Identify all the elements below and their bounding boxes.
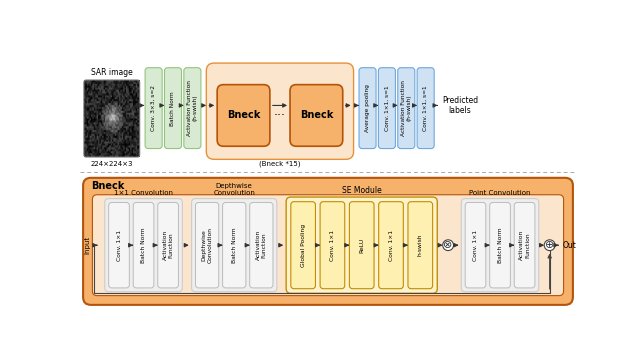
Text: Activation
Function: Activation Function bbox=[163, 230, 173, 260]
Text: Bneck: Bneck bbox=[300, 110, 333, 120]
Text: Bneck: Bneck bbox=[91, 181, 124, 191]
Text: ⊕: ⊕ bbox=[545, 240, 554, 250]
FancyBboxPatch shape bbox=[379, 202, 403, 289]
FancyBboxPatch shape bbox=[164, 68, 182, 148]
FancyBboxPatch shape bbox=[490, 202, 510, 288]
FancyBboxPatch shape bbox=[145, 68, 162, 148]
FancyBboxPatch shape bbox=[157, 202, 179, 288]
Text: Depthwise
Convolution: Depthwise Convolution bbox=[202, 227, 212, 263]
FancyBboxPatch shape bbox=[195, 202, 219, 288]
Text: SAR image: SAR image bbox=[91, 68, 132, 77]
FancyBboxPatch shape bbox=[291, 202, 316, 289]
Text: Average pooling: Average pooling bbox=[365, 84, 370, 132]
Text: Conv. 1×1: Conv. 1×1 bbox=[473, 230, 478, 261]
Text: Activation
Function: Activation Function bbox=[519, 230, 530, 260]
FancyBboxPatch shape bbox=[461, 199, 539, 292]
Circle shape bbox=[544, 240, 555, 251]
FancyBboxPatch shape bbox=[417, 68, 434, 148]
Text: Batch Norm: Batch Norm bbox=[232, 227, 237, 263]
FancyBboxPatch shape bbox=[397, 68, 415, 148]
Text: ⊗: ⊗ bbox=[444, 240, 453, 250]
Text: Conv. 1×1: Conv. 1×1 bbox=[330, 230, 335, 261]
Text: Point Convolution: Point Convolution bbox=[469, 190, 531, 196]
Text: Depthwise
Convolution: Depthwise Convolution bbox=[213, 183, 255, 196]
Text: Batch Norm: Batch Norm bbox=[141, 227, 146, 263]
Text: Predicted
labels: Predicted labels bbox=[442, 96, 478, 115]
FancyBboxPatch shape bbox=[320, 202, 345, 289]
FancyBboxPatch shape bbox=[133, 202, 154, 288]
Text: SE Module: SE Module bbox=[342, 186, 381, 195]
Text: 224×224×3: 224×224×3 bbox=[90, 161, 133, 167]
FancyBboxPatch shape bbox=[191, 199, 277, 292]
FancyBboxPatch shape bbox=[465, 202, 486, 288]
Text: Conv. 3×3, s=2: Conv. 3×3, s=2 bbox=[151, 85, 156, 131]
FancyBboxPatch shape bbox=[184, 68, 201, 148]
Text: Batch Norm: Batch Norm bbox=[170, 91, 175, 126]
FancyBboxPatch shape bbox=[359, 68, 376, 148]
Text: Bneck: Bneck bbox=[227, 110, 260, 120]
FancyBboxPatch shape bbox=[109, 202, 129, 288]
Text: 1×1 Convolution: 1×1 Convolution bbox=[114, 190, 173, 196]
FancyBboxPatch shape bbox=[92, 195, 564, 295]
FancyBboxPatch shape bbox=[515, 202, 535, 288]
FancyBboxPatch shape bbox=[286, 197, 437, 293]
Text: Conv. 1×1: Conv. 1×1 bbox=[116, 230, 122, 261]
FancyBboxPatch shape bbox=[408, 202, 433, 289]
Text: Global Pooling: Global Pooling bbox=[301, 224, 306, 267]
Text: Activation
Function: Activation Function bbox=[256, 230, 267, 260]
Text: Conv. 1×1, s=1: Conv. 1×1, s=1 bbox=[385, 85, 389, 131]
Text: Input: Input bbox=[84, 236, 90, 254]
FancyBboxPatch shape bbox=[223, 202, 246, 288]
Text: Batch Norm: Batch Norm bbox=[497, 227, 502, 263]
Text: Conv. 1×1, s=1: Conv. 1×1, s=1 bbox=[423, 85, 428, 131]
FancyBboxPatch shape bbox=[105, 199, 182, 292]
FancyBboxPatch shape bbox=[217, 85, 270, 146]
Text: Conv. 1×1: Conv. 1×1 bbox=[388, 230, 394, 261]
FancyBboxPatch shape bbox=[349, 202, 374, 289]
FancyBboxPatch shape bbox=[250, 202, 273, 288]
FancyBboxPatch shape bbox=[290, 85, 343, 146]
FancyBboxPatch shape bbox=[206, 63, 353, 159]
Text: Out: Out bbox=[563, 241, 577, 250]
Text: ···: ··· bbox=[274, 109, 286, 122]
Text: Activation Function
(h-swish): Activation Function (h-swish) bbox=[187, 80, 198, 136]
Text: h-swish: h-swish bbox=[418, 234, 423, 256]
Text: (Bneck *15): (Bneck *15) bbox=[259, 161, 301, 167]
Text: ReLU: ReLU bbox=[359, 238, 364, 253]
FancyBboxPatch shape bbox=[83, 178, 573, 305]
Text: Activation Function
(h-swish): Activation Function (h-swish) bbox=[401, 80, 412, 136]
Circle shape bbox=[443, 240, 454, 251]
FancyBboxPatch shape bbox=[378, 68, 396, 148]
